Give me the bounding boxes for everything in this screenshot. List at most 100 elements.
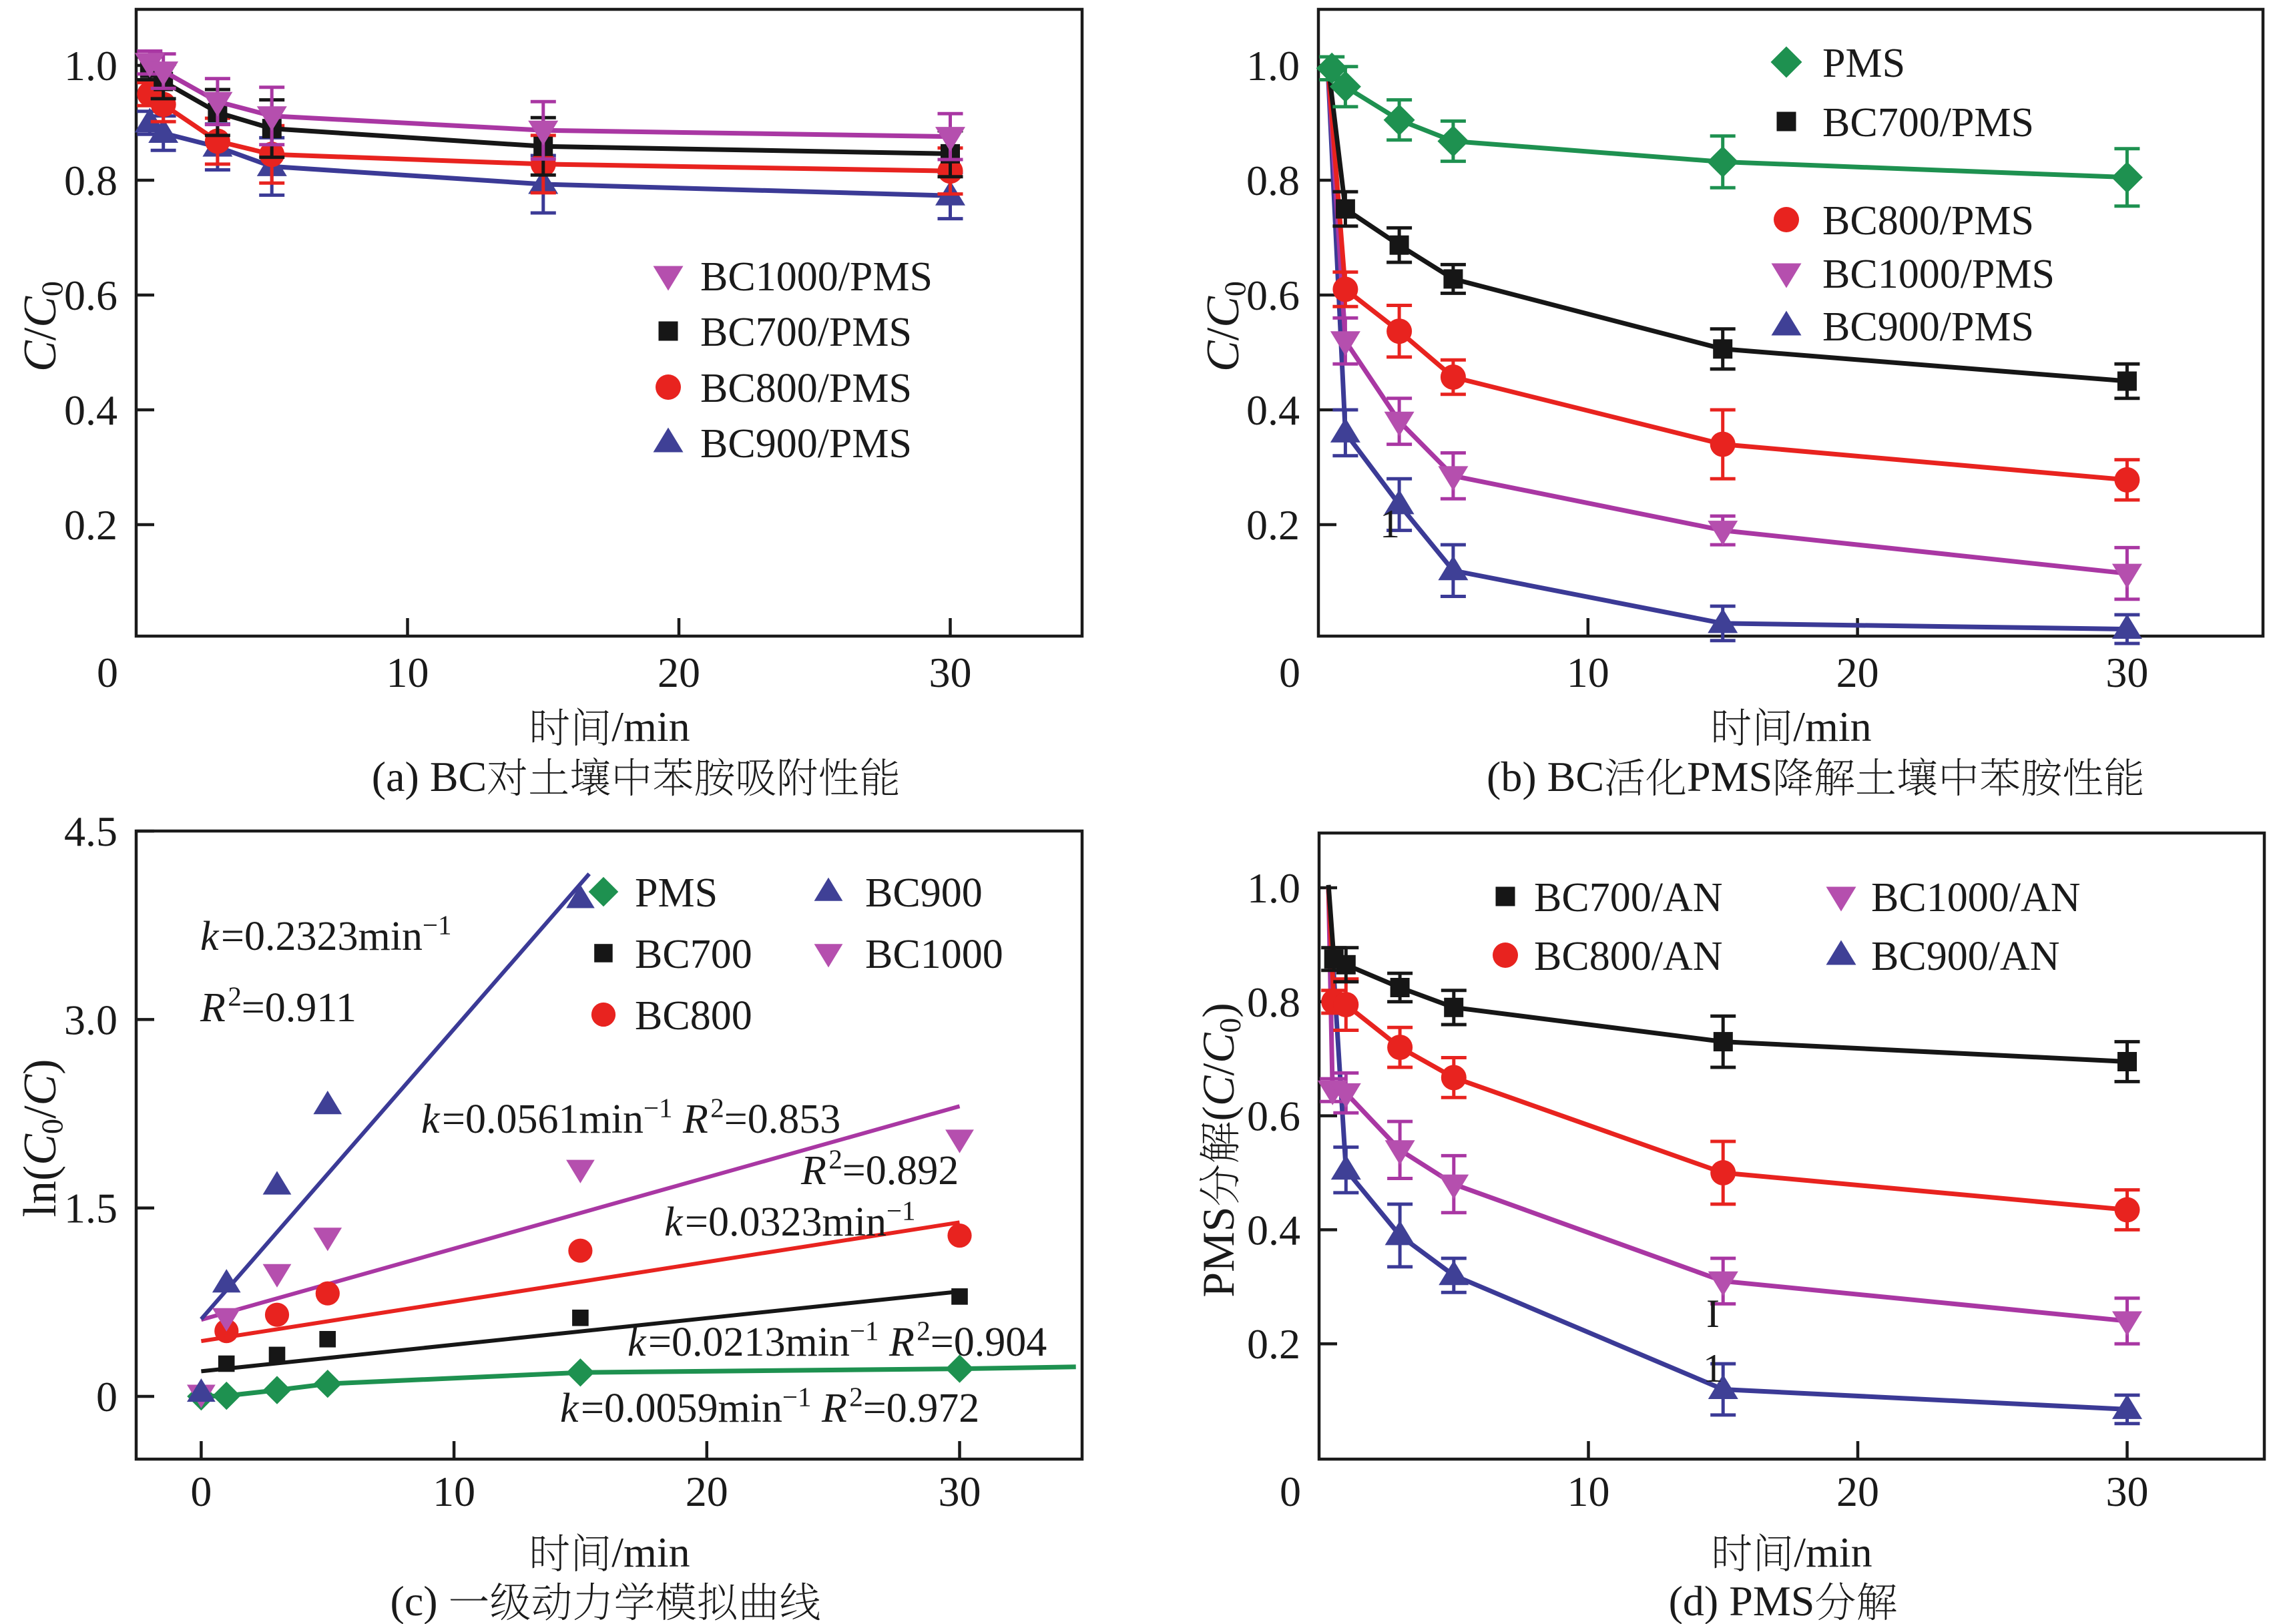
svg-text:BC1000: BC1000 <box>865 932 1003 977</box>
svg-text:PMS: PMS <box>635 870 718 916</box>
svg-text:10: 10 <box>433 1468 475 1515</box>
svg-text:/min: /min <box>1793 703 1871 750</box>
svg-text:=: = <box>442 1097 465 1142</box>
svg-text:0.0561: 0.0561 <box>465 1097 579 1142</box>
svg-text:30: 30 <box>929 649 972 696</box>
svg-text:BC700/PMS: BC700/PMS <box>1822 100 2034 146</box>
svg-text:1: 1 <box>1703 1346 1723 1390</box>
svg-text:0.0059: 0.0059 <box>604 1386 718 1431</box>
svg-text:1.0: 1.0 <box>1246 42 1300 89</box>
svg-text:R: R <box>800 1148 826 1193</box>
svg-text:): ) <box>1193 1003 1244 1018</box>
svg-text:0.6: 0.6 <box>1247 1093 1300 1140</box>
svg-text:BC900: BC900 <box>865 870 983 916</box>
svg-text:10: 10 <box>1567 649 1609 696</box>
svg-text:0.2: 0.2 <box>64 501 117 549</box>
svg-text:BC900/PMS: BC900/PMS <box>700 421 912 467</box>
svg-text:20: 20 <box>658 649 700 696</box>
svg-text:/: / <box>1193 1063 1244 1076</box>
svg-text:(b) BC: (b) BC <box>1487 753 1604 800</box>
svg-text:(c): (c) <box>391 1577 438 1624</box>
svg-text:0.4: 0.4 <box>1246 386 1300 434</box>
svg-text:1: 1 <box>1380 502 1400 546</box>
svg-text:=: = <box>863 1386 887 1431</box>
svg-text:): ) <box>15 1059 66 1074</box>
svg-text:=: = <box>724 1097 748 1142</box>
svg-text:C: C <box>15 1133 66 1165</box>
svg-text:3.0: 3.0 <box>64 996 117 1043</box>
svg-text:(: ( <box>1193 1106 1244 1121</box>
svg-text:0.8: 0.8 <box>1247 979 1300 1026</box>
svg-text:=: = <box>648 1320 672 1365</box>
svg-text:=0.911: =0.911 <box>242 985 356 1031</box>
svg-text:0.8: 0.8 <box>1246 157 1300 204</box>
svg-text:0.2: 0.2 <box>1247 1320 1300 1368</box>
svg-text:BC900/PMS: BC900/PMS <box>1822 304 2034 350</box>
svg-text:BC1000/PMS: BC1000/PMS <box>700 254 933 300</box>
svg-text:−1: −1 <box>850 1315 879 1346</box>
svg-text:0: 0 <box>35 281 69 296</box>
svg-text:0.6: 0.6 <box>64 272 117 319</box>
svg-text:0: 0 <box>1218 281 1252 296</box>
svg-text:k: k <box>627 1320 647 1365</box>
svg-text:=: = <box>931 1320 954 1365</box>
svg-text:BC800: BC800 <box>635 993 752 1039</box>
svg-text:(d) PMS: (d) PMS <box>1669 1577 1815 1624</box>
svg-text:min: min <box>786 1320 850 1365</box>
svg-text:0: 0 <box>97 649 118 696</box>
svg-text:BC800/PMS: BC800/PMS <box>700 366 912 411</box>
svg-text:1.0: 1.0 <box>64 42 117 89</box>
svg-text:k: k <box>560 1386 579 1431</box>
svg-text:20: 20 <box>686 1468 728 1515</box>
svg-text:C: C <box>1193 1075 1244 1106</box>
svg-text:/: / <box>1198 327 1249 340</box>
svg-text:0.6: 0.6 <box>1246 272 1300 319</box>
svg-text:30: 30 <box>939 1468 981 1515</box>
svg-text:PMS: PMS <box>1687 753 1772 800</box>
svg-text:k: k <box>664 1199 684 1245</box>
svg-text:R: R <box>821 1386 847 1431</box>
svg-text:/: / <box>15 327 66 340</box>
svg-text:0.4: 0.4 <box>64 386 117 434</box>
svg-text:0: 0 <box>1279 649 1300 696</box>
svg-text:BC700: BC700 <box>635 932 752 977</box>
svg-text:BC1000/AN: BC1000/AN <box>1871 875 2080 920</box>
svg-text:/min: /min <box>611 703 690 750</box>
svg-text:30: 30 <box>2106 1468 2149 1515</box>
svg-text:C: C <box>1198 340 1249 372</box>
svg-text:30: 30 <box>2105 649 2148 696</box>
svg-text:1.5: 1.5 <box>64 1185 117 1232</box>
svg-text:2: 2 <box>710 1092 724 1123</box>
svg-text:k: k <box>200 914 220 959</box>
svg-text:0.0213: 0.0213 <box>672 1320 786 1365</box>
svg-text:10: 10 <box>1567 1468 1610 1515</box>
svg-text:min: min <box>718 1386 782 1431</box>
svg-text:2: 2 <box>228 981 242 1011</box>
svg-text:k: k <box>421 1097 441 1142</box>
svg-text:R: R <box>682 1097 708 1142</box>
svg-text:=: = <box>581 1386 604 1431</box>
svg-text:C: C <box>15 340 66 372</box>
svg-text:0: 0 <box>1280 1468 1301 1515</box>
svg-text:2: 2 <box>917 1315 931 1346</box>
svg-text:2: 2 <box>849 1381 863 1412</box>
svg-text:=0.892: =0.892 <box>842 1148 959 1193</box>
svg-text:BC800/AN: BC800/AN <box>1534 934 1722 979</box>
svg-text:2: 2 <box>828 1143 842 1174</box>
svg-text:PMS: PMS <box>1193 1207 1244 1298</box>
svg-text:−1: −1 <box>423 909 452 940</box>
svg-text:0.0323: 0.0323 <box>708 1199 822 1245</box>
svg-text:0: 0 <box>1214 1018 1247 1033</box>
svg-text:0: 0 <box>96 1373 117 1420</box>
svg-text:20: 20 <box>1836 1468 1879 1515</box>
svg-text:=: = <box>221 914 244 959</box>
svg-text:0.2323: 0.2323 <box>244 914 358 959</box>
svg-text:C: C <box>15 1074 66 1106</box>
svg-text:0: 0 <box>190 1468 212 1515</box>
svg-text:0.853: 0.853 <box>748 1097 841 1142</box>
svg-text:min: min <box>579 1097 644 1142</box>
svg-text:/: / <box>15 1105 66 1119</box>
svg-text:min: min <box>358 914 423 959</box>
svg-text:1.0: 1.0 <box>1247 864 1300 912</box>
svg-text:PMS: PMS <box>1822 41 1905 86</box>
